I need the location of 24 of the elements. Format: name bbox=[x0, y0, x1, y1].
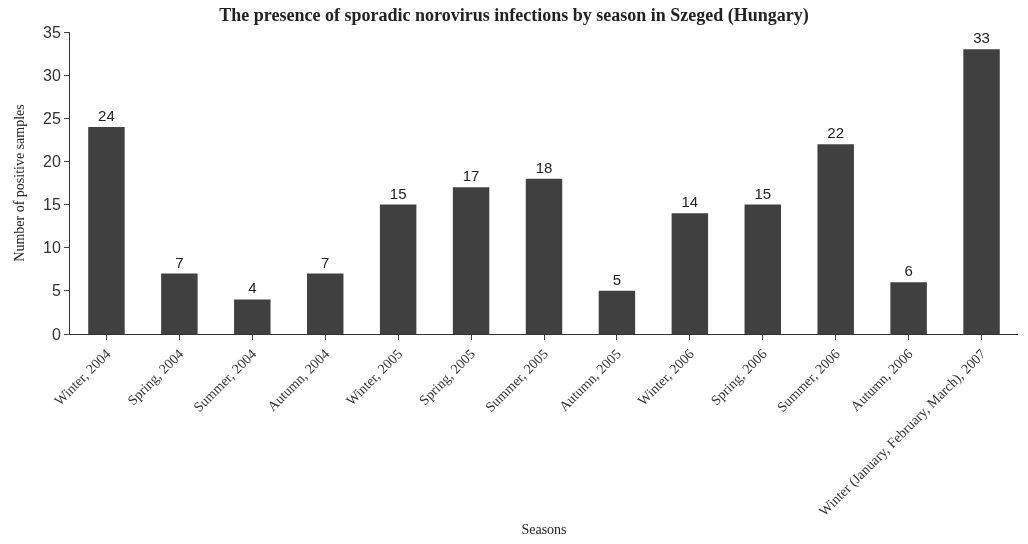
data-label: 22 bbox=[827, 124, 845, 142]
y-tick-label: 25 bbox=[43, 109, 61, 127]
y-tick-label: 5 bbox=[51, 282, 61, 300]
data-label: 18 bbox=[535, 158, 553, 176]
x-axis-title: Seasons bbox=[521, 521, 567, 537]
data-label: 17 bbox=[462, 167, 480, 185]
data-label: 6 bbox=[904, 262, 913, 280]
data-label: 15 bbox=[389, 184, 407, 202]
y-tick-label: 0 bbox=[51, 325, 61, 343]
data-label: 4 bbox=[248, 279, 257, 297]
data-label: 24 bbox=[98, 106, 115, 124]
data-label: 5 bbox=[612, 270, 622, 288]
data-label: 7 bbox=[175, 253, 184, 271]
y-tick-label: 15 bbox=[43, 196, 61, 214]
data-label: 14 bbox=[681, 193, 699, 211]
data-label: 15 bbox=[754, 184, 772, 202]
data-label: 7 bbox=[321, 253, 330, 271]
y-tick-label: 30 bbox=[43, 66, 61, 84]
data-label: 33 bbox=[973, 29, 990, 47]
y-tick-label: 10 bbox=[43, 239, 61, 257]
y-tick-label: 35 bbox=[43, 23, 61, 41]
y-tick-label: 20 bbox=[43, 153, 61, 171]
y-axis-title: Number of positive samples bbox=[11, 104, 27, 262]
chart-title: The presence of sporadic norovirus infections by season in Szeged (Hungary) bbox=[219, 4, 809, 26]
